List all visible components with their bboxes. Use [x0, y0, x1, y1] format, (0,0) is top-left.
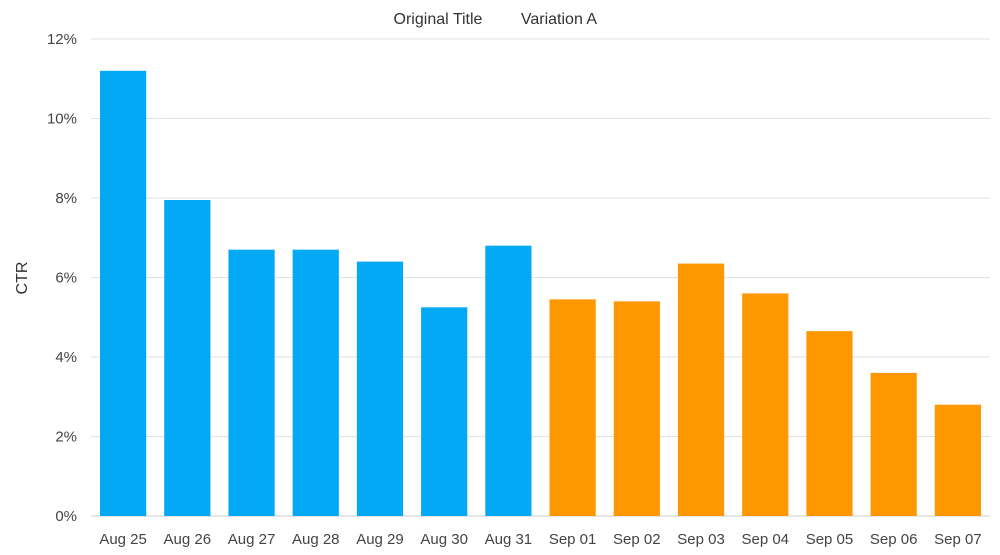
x-tick-label-sep-01: Sep 01: [549, 531, 597, 548]
legend: Original Title Variation A: [394, 11, 598, 28]
bar-original-title-aug-31: [485, 245, 532, 516]
x-tick-label-aug-29: Aug 29: [356, 531, 404, 548]
bar-original-title-aug-29: [356, 261, 404, 516]
x-tick-label-aug-25: Aug 25: [99, 531, 147, 548]
bar-variation-a-sep-02: [613, 301, 660, 516]
x-tick-label-sep-07: Sep 07: [934, 531, 982, 548]
x-tick-label-sep-05: Sep 05: [806, 531, 854, 548]
y-tick-label-12: 12%: [47, 31, 77, 48]
bar-original-title-aug-30: [421, 307, 468, 516]
x-tick-label-sep-06: Sep 06: [870, 531, 918, 548]
bar-variation-a-sep-04: [742, 293, 789, 516]
bar-variation-a-sep-06: [870, 372, 917, 516]
legend-item-original-title[interactable]: Original Title: [394, 11, 483, 28]
x-tick-label-sep-03: Sep 03: [677, 531, 725, 548]
bar-variation-a-sep-01: [549, 299, 596, 516]
y-tick-label-8: 8%: [55, 190, 77, 207]
y-tick-label-6: 6%: [55, 270, 77, 287]
x-tick-label-aug-27: Aug 27: [228, 531, 276, 548]
bar-variation-a-sep-05: [806, 331, 853, 516]
y-tick-label-0: 0%: [55, 508, 77, 525]
y-tick-label-4: 4%: [55, 349, 77, 366]
bar-original-title-aug-28: [292, 249, 339, 517]
x-tick-label-aug-30: Aug 30: [420, 531, 468, 548]
x-tick-label-aug-31: Aug 31: [485, 531, 533, 548]
legend-item-variation-a[interactable]: Variation A: [521, 11, 598, 28]
bar-original-title-aug-26: [164, 199, 211, 517]
y-axis-title: CTR: [14, 262, 31, 295]
x-tick-label-aug-26: Aug 26: [164, 531, 212, 548]
x-tick-label-aug-28: Aug 28: [292, 531, 340, 548]
y-tick-label-10: 10%: [47, 111, 77, 128]
x-axis-ticks: Aug 25 Aug 26 Aug 27 Aug 28 Aug 29 Aug 30 Aug …: [99, 531, 981, 548]
bar-variation-a-sep-07: [934, 404, 981, 516]
x-tick-label-sep-02: Sep 02: [613, 531, 661, 548]
y-gridlines: [91, 38, 990, 517]
bars-group: [100, 70, 981, 517]
y-tick-label-2: 2%: [55, 429, 77, 446]
bar-original-title-aug-25: [100, 70, 147, 517]
x-tick-label-sep-04: Sep 04: [741, 531, 789, 548]
bar-original-title-aug-27: [228, 249, 275, 517]
bar-variation-a-sep-03: [677, 263, 725, 516]
y-axis-ticks: 0% 2% 4% 6% 8% 10% 12%: [47, 31, 77, 525]
